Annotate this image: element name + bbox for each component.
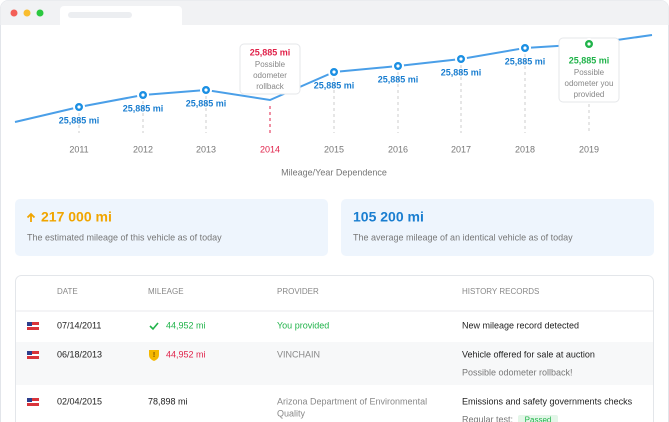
badge-text: Passed: [525, 416, 552, 422]
point-label: 25,885 mi: [59, 115, 100, 125]
provider: Arizona Department of Environmental: [277, 396, 427, 406]
column-header: MILEAGE: [148, 287, 184, 296]
mileage: 78,898 mi: [148, 396, 188, 406]
minimize-dot[interactable]: [23, 9, 31, 17]
flag-canton: [27, 398, 32, 402]
flag-stripe: [27, 354, 39, 356]
point-dot: [332, 70, 336, 74]
close-dot[interactable]: [10, 9, 18, 17]
warning-shield: [149, 350, 159, 361]
point-label: 25,885 mi: [123, 103, 164, 113]
callout-text: Possible: [255, 60, 286, 69]
column-header: HISTORY RECORDS: [462, 287, 539, 296]
stat-text: The average mileage of an identical vehi…: [353, 232, 573, 242]
year-label: 2015: [324, 144, 344, 154]
row-highlight: [16, 342, 653, 385]
callout-text: rollback: [256, 82, 285, 91]
column-header: DATE: [57, 287, 78, 296]
flag-canton: [27, 351, 32, 355]
point-label: 25,885 mi: [378, 74, 419, 84]
callout: [239, 43, 301, 95]
point-dot: [396, 64, 400, 68]
year-label: 2014: [260, 144, 280, 154]
up-arrow: [26, 212, 36, 222]
tab-placeholder: [68, 12, 132, 18]
point-label: 25,885 mi: [441, 67, 482, 77]
stat-value: 217 000 mi: [41, 209, 112, 225]
point-dot: [204, 88, 208, 92]
callout-text: odometer: [253, 71, 287, 80]
callout-value: 25,885 mi: [569, 55, 610, 65]
callout-text: provided: [574, 90, 605, 99]
callout-text: odometer you: [565, 79, 614, 88]
point-dot: [587, 42, 591, 46]
point-dot: [141, 93, 145, 97]
date: 07/14/2011: [57, 320, 101, 330]
callout-text: Possible: [574, 68, 605, 77]
year-label: 2017: [451, 144, 471, 154]
provider: VINCHAIN: [277, 349, 320, 359]
stat-card: [15, 199, 328, 256]
date: 02/04/2015: [57, 396, 102, 406]
mileage: 44,952 mi: [166, 349, 206, 359]
date: 06/18/2013: [57, 349, 102, 359]
flag-stripe: [27, 325, 39, 327]
provider: Quality: [277, 408, 306, 418]
year-label: 2016: [388, 144, 408, 154]
warning-mark: !: [153, 352, 155, 359]
mileage: 44,952 mi: [166, 320, 206, 330]
record: Possible odometer rollback!: [462, 367, 573, 377]
year-label: 2011: [69, 144, 88, 154]
stat-text: The estimated mileage of this vehicle as…: [27, 232, 222, 242]
record: New mileage record detected: [462, 320, 579, 330]
year-label: 2018: [515, 144, 535, 154]
year-label: 2019: [579, 144, 599, 154]
record: Emissions and safety governments checks: [462, 396, 633, 406]
point-dot: [523, 46, 527, 50]
point-dot: [459, 57, 463, 61]
badge: [518, 415, 558, 422]
flag-stripe: [27, 401, 39, 403]
point-label: 25,885 mi: [505, 56, 546, 66]
chart-caption: Mileage/Year Dependence: [281, 167, 387, 177]
year-label: 2012: [133, 144, 153, 154]
year-label: 2013: [196, 144, 216, 154]
record: Vehicle offered for sale at auction: [462, 349, 595, 359]
stat-card: [341, 199, 654, 256]
point-label: 25,885 mi: [314, 80, 355, 90]
flag-canton: [27, 322, 32, 326]
check-icon: [149, 322, 159, 331]
column-header: PROVIDER: [277, 287, 319, 296]
provider: You provided: [277, 320, 329, 330]
zoom-dot[interactable]: [36, 9, 44, 17]
record: Regular test:: [462, 414, 513, 422]
point-dot: [77, 105, 81, 109]
callout-value: 25,885 mi: [250, 47, 291, 57]
point-label: 25,885 mi: [186, 98, 227, 108]
stat-value: 105 200 mi: [353, 209, 424, 225]
